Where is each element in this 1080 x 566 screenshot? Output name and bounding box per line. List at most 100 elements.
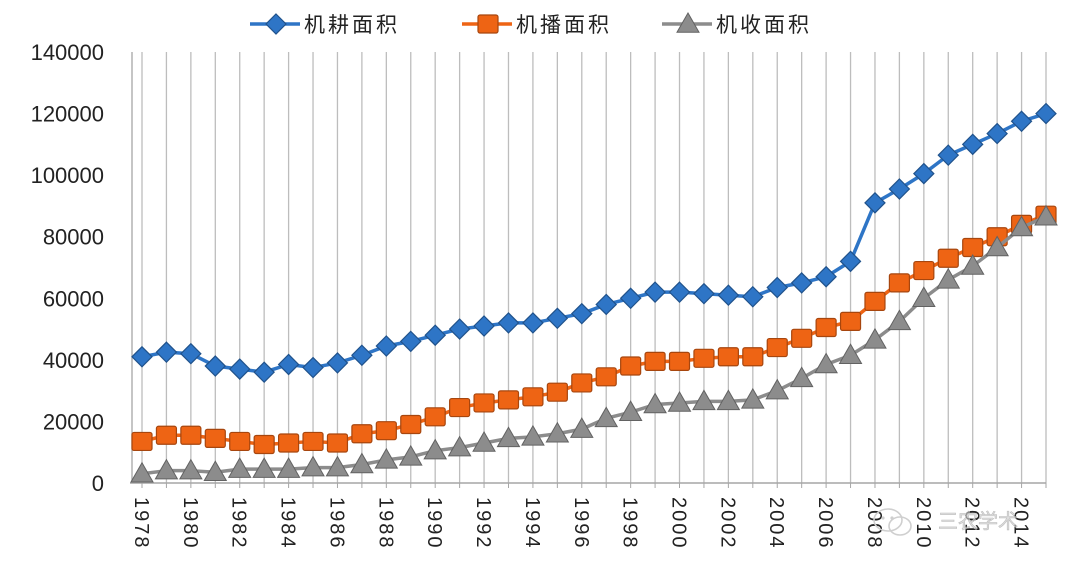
data-point-diamond (131, 345, 153, 368)
data-point-diamond (937, 144, 960, 166)
watermark: 三农学术 (873, 508, 1018, 536)
data-point-triangle (618, 400, 643, 421)
data-point-diamond (155, 341, 178, 364)
data-point-diamond (326, 352, 349, 374)
x-tick-label: 2010 (912, 497, 934, 550)
x-tick-label: 1988 (374, 497, 396, 550)
data-point-diamond (815, 265, 837, 288)
data-point-diamond (912, 162, 935, 185)
data-point-square (962, 237, 984, 258)
data-point-diamond (668, 281, 691, 303)
y-tick-label: 0 (92, 471, 104, 496)
x-tick-label: 2002 (716, 497, 738, 550)
data-point-square (375, 421, 397, 441)
series-triangle (130, 204, 1058, 483)
data-point-triangle (692, 389, 716, 411)
y-tick-label: 20000 (43, 409, 104, 434)
legend-label: 机耕面积 (304, 13, 400, 37)
data-point-triangle (423, 438, 448, 460)
y-tick-label: 100000 (31, 163, 104, 188)
data-point-triangle (594, 406, 619, 428)
data-point-triangle (472, 430, 496, 452)
data-point-triangle (960, 253, 985, 275)
x-tick-label: 2014 (1010, 497, 1032, 550)
x-tick-label: 1978 (130, 497, 152, 550)
data-point-diamond (570, 302, 593, 325)
series-diamond (131, 102, 1057, 384)
data-point-triangle (643, 392, 667, 414)
data-point-square (497, 390, 520, 410)
data-point-diamond (375, 335, 398, 357)
x-tick-label: 1984 (277, 497, 299, 550)
data-point-triangle (1009, 215, 1034, 237)
data-point-diamond (864, 192, 886, 214)
data-point-diamond (302, 356, 324, 379)
data-point-square (204, 428, 226, 448)
data-point-diamond (522, 312, 544, 334)
data-point-square (155, 425, 178, 445)
data-point-square (400, 414, 422, 435)
watermark-text: 三农学术 (938, 509, 1018, 533)
data-point-triangle (985, 235, 1009, 257)
legend-label: 机收面积 (716, 13, 812, 37)
data-point-triangle (814, 352, 838, 374)
data-point-diamond (1010, 110, 1033, 133)
data-point-triangle (496, 426, 521, 448)
data-point-square (277, 433, 300, 453)
data-point-square (473, 393, 495, 413)
data-point-triangle (350, 452, 374, 474)
data-point-square (668, 351, 691, 371)
data-point-square (766, 337, 788, 358)
x-tick-label: 1994 (521, 497, 543, 550)
data-point-diamond (424, 324, 447, 347)
legend-item: 机播面积 (462, 13, 609, 37)
data-point-square (351, 424, 373, 444)
legend-item: 机收面积 (662, 11, 812, 37)
data-point-square (791, 328, 813, 348)
data-point-diamond (595, 293, 618, 316)
data-point-triangle (863, 327, 887, 349)
data-point-triangle (521, 424, 545, 446)
legend: 机耕面积 机播面积 机收面积 (250, 11, 812, 37)
data-point-diamond (204, 355, 227, 377)
data-point-square (571, 373, 593, 393)
data-point-square (131, 431, 153, 452)
data-point-triangle (447, 435, 472, 457)
data-point-triangle (252, 457, 277, 478)
data-point-triangle (301, 455, 325, 477)
data-point-diamond (839, 250, 862, 273)
axes (130, 482, 1047, 488)
y-tick-label: 60000 (43, 286, 104, 311)
data-point-diamond (790, 272, 813, 294)
legend-marker-square (477, 14, 499, 34)
data-point-diamond (888, 178, 911, 200)
x-tick-label: 1998 (619, 497, 641, 550)
data-point-square (937, 248, 959, 268)
data-point-diamond (693, 282, 715, 305)
x-tick-label: 1990 (423, 497, 445, 550)
y-tick-label: 80000 (43, 225, 104, 250)
data-point-triangle (765, 378, 790, 400)
data-point-square (326, 433, 349, 453)
data-point-triangle (545, 421, 570, 443)
data-point-triangle (887, 309, 912, 331)
data-point-triangle (154, 458, 179, 480)
data-point-triangle (740, 387, 765, 409)
series-line (141, 215, 1047, 476)
data-point-triangle (227, 457, 252, 478)
data-point-triangle (789, 366, 814, 388)
data-point-triangle (716, 389, 741, 411)
data-point-triangle (276, 457, 301, 478)
data-point-diamond (717, 284, 740, 307)
legend-marker-triangle (676, 11, 700, 33)
grid-lines (131, 52, 1047, 483)
data-point-triangle (374, 447, 399, 469)
data-point-diamond (180, 342, 202, 365)
series-square (131, 205, 1057, 455)
data-point-triangle (838, 343, 863, 364)
data-point-square (693, 348, 715, 368)
data-point-triangle (203, 460, 228, 481)
data-point-diamond (351, 344, 373, 367)
data-point-triangle (667, 390, 692, 412)
